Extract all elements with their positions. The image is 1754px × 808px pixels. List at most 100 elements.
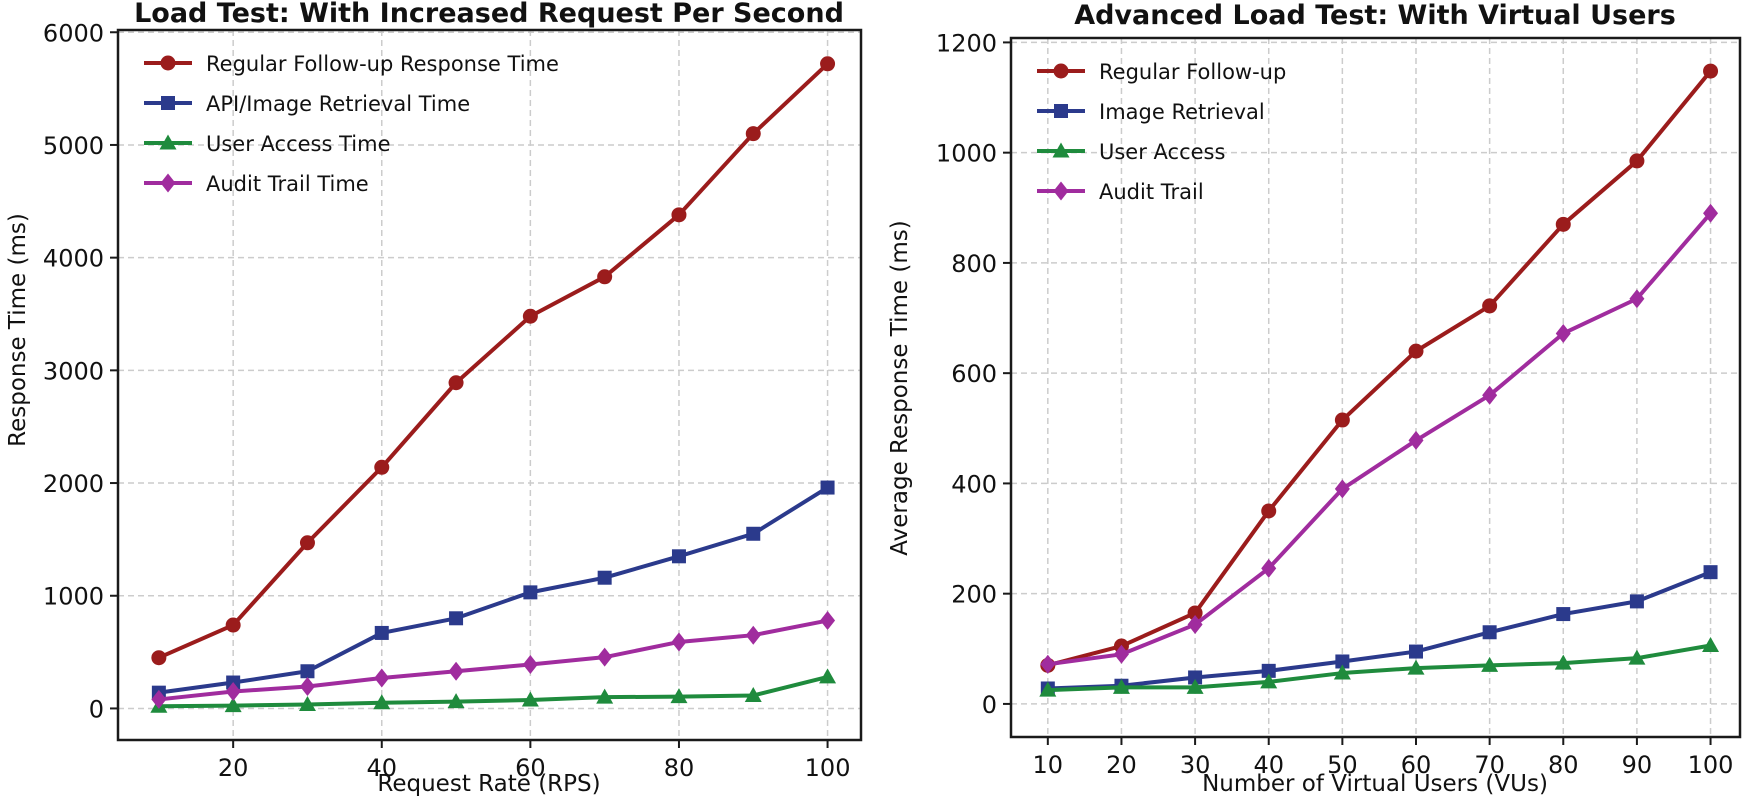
tick-marks — [1003, 41, 1712, 745]
series-diamond — [1040, 203, 1719, 674]
y-tick-label: 5000 — [43, 132, 104, 160]
y-tick-label: 800 — [951, 250, 997, 278]
square-marker — [1054, 104, 1068, 118]
series-square — [151, 480, 835, 700]
y-tick-label: 0 — [982, 691, 997, 719]
circle-marker — [522, 308, 538, 324]
y-tick-label: 1200 — [936, 29, 997, 57]
diamond-marker — [160, 173, 176, 193]
diamond-marker — [1053, 181, 1069, 201]
diamond-marker — [745, 625, 761, 645]
y-tick-label: 0 — [89, 695, 104, 723]
series-line — [156, 674, 830, 709]
diamond-marker — [1113, 644, 1129, 664]
diamond-marker — [1040, 654, 1056, 674]
y-tick-label: 2000 — [43, 470, 104, 498]
square-marker — [820, 480, 835, 495]
right-chart-canvas: 10 20 30 40 50 60 70 80 90 1000200400600800100012… — [936, 29, 1742, 779]
triangle-marker — [1702, 636, 1720, 652]
diamond-marker — [1555, 323, 1571, 343]
legend-item: User Access Time — [144, 132, 391, 156]
triangle-marker — [1628, 649, 1646, 665]
series-line — [156, 61, 830, 660]
diamond-marker — [225, 682, 241, 702]
circle-marker — [1261, 503, 1277, 519]
square-marker — [1409, 644, 1423, 659]
circle-marker — [1408, 343, 1424, 359]
x-tick-label: 40 — [1253, 751, 1284, 779]
y-tick-label: 4000 — [43, 245, 104, 273]
triangle-marker — [1052, 142, 1070, 158]
triangle-marker — [1407, 659, 1425, 675]
diamond-marker — [597, 647, 613, 667]
diamond-marker — [1408, 430, 1424, 450]
square-marker — [1188, 670, 1203, 685]
legend-label: User Access Time — [206, 132, 391, 156]
x-tick-label: 40 — [366, 754, 397, 782]
circle-marker — [671, 207, 687, 223]
x-tick-label: 70 — [1474, 751, 1505, 779]
triangle-marker — [1481, 656, 1499, 672]
triangle-marker — [670, 688, 688, 704]
legend-item: API/Image Retrieval Time — [144, 92, 470, 116]
diamond-marker — [1703, 203, 1719, 223]
square-marker — [161, 96, 175, 110]
legend-item: User Access — [1037, 140, 1225, 164]
legend-item: Audit Trail — [1037, 180, 1204, 204]
square-marker — [1482, 625, 1497, 640]
legend-label: Image Retrieval — [1099, 100, 1265, 124]
x-tick-label: 100 — [1688, 751, 1734, 779]
plot-frame — [116, 28, 863, 742]
diamond-marker — [1261, 558, 1277, 578]
square-marker — [1335, 654, 1350, 669]
x-tick-label: 60 — [515, 754, 546, 782]
triangle-marker — [1186, 678, 1204, 694]
triangle-marker — [1554, 654, 1572, 670]
circle-marker — [1187, 605, 1203, 621]
legend-label: Audit Trail — [1099, 180, 1204, 204]
circle-marker — [448, 375, 464, 391]
circle-marker — [1482, 298, 1498, 314]
y-tick-label: 3000 — [43, 357, 104, 385]
series-diamond — [151, 611, 836, 709]
legend-label: Regular Follow-up Response Time — [206, 52, 559, 76]
diamond-marker — [1629, 289, 1645, 309]
legend-item: Audit Trail Time — [144, 172, 369, 196]
triangle-marker — [819, 668, 837, 684]
triangle-marker — [298, 696, 316, 711]
left-chart-canvas: 20 40 60 80 1000100020003000400050006000Regu… — [43, 19, 863, 782]
tick-labels: 10 20 30 40 50 60 70 80 90 1000200400600800100012… — [936, 29, 1734, 779]
triangle-marker — [1260, 673, 1278, 689]
diamond-marker — [1187, 615, 1203, 635]
triangle-marker — [596, 688, 614, 704]
triangle-marker — [1112, 678, 1130, 694]
series-line — [1045, 570, 1713, 691]
circle-marker — [160, 55, 176, 71]
series-triangle — [150, 668, 837, 713]
right-chart-y-axis-label: Average Response Time (ms) — [887, 220, 913, 555]
x-tick-label: 90 — [1622, 751, 1653, 779]
circle-marker — [745, 126, 761, 142]
x-tick-label: 50 — [1327, 751, 1358, 779]
right-chart-load-test-vus: 10 20 30 40 50 60 70 80 90 1000200400600800100012… — [887, 0, 1742, 797]
diamond-marker — [448, 661, 464, 681]
y-tick-label: 600 — [951, 360, 997, 388]
left-chart-y-axis-label: Response Time (ms) — [5, 213, 31, 447]
square-marker — [374, 625, 389, 640]
y-tick-label: 1000 — [43, 583, 104, 611]
square-marker — [300, 664, 315, 679]
circle-marker — [151, 650, 167, 666]
triangle-marker — [1039, 681, 1057, 697]
x-tick-label: 60 — [1401, 751, 1432, 779]
series-circle — [151, 56, 836, 666]
square-marker — [449, 611, 464, 626]
legend-label: API/Image Retrieval Time — [206, 92, 470, 116]
diamond-marker — [1334, 479, 1350, 499]
plot-frame — [1009, 36, 1742, 739]
circle-marker — [597, 269, 613, 285]
series-square — [1040, 565, 1718, 696]
circle-marker — [1555, 216, 1571, 232]
right-chart-title: Advanced Load Test: With Virtual Users — [1074, 0, 1676, 31]
